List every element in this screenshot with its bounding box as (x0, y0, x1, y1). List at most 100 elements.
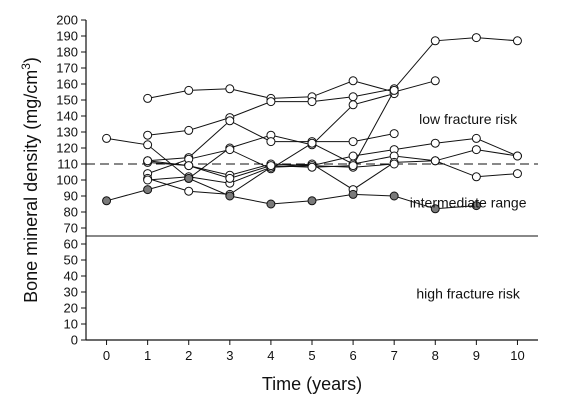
series-2 (143, 33, 522, 140)
y-tick-label: 130 (56, 125, 78, 140)
open-data-point (471, 145, 481, 155)
y-tick-label: 0 (71, 333, 78, 348)
y-tick-label: 150 (56, 93, 78, 108)
open-data-point (225, 173, 235, 183)
open-data-point (348, 137, 358, 147)
open-data-point (430, 138, 440, 148)
open-data-point (348, 151, 358, 161)
open-data-point (184, 85, 194, 95)
open-data-point (143, 156, 153, 166)
open-data-point (430, 76, 440, 86)
series-line (147, 37, 518, 136)
open-data-point (430, 36, 440, 46)
x-tick-label: 2 (185, 348, 192, 363)
x-tick-label: 9 (473, 348, 480, 363)
open-data-point (389, 159, 399, 169)
axes: 0102030405060708090100110120130140150160… (56, 13, 538, 363)
open-data-point (102, 133, 112, 143)
x-tick-label: 6 (349, 348, 356, 363)
open-data-point (184, 186, 194, 196)
y-tick-label: 110 (57, 157, 78, 172)
series-line (106, 177, 477, 210)
y-tick-label: 40 (64, 269, 78, 284)
x-axis-label: Time (years) (262, 374, 362, 394)
open-data-point (348, 100, 358, 110)
open-data-point (225, 84, 235, 94)
y-tick-label: 140 (56, 109, 78, 124)
open-data-point (348, 76, 358, 86)
series-4 (143, 116, 399, 166)
filled-data-point (184, 173, 194, 183)
open-data-point (266, 97, 276, 107)
filled-data-point (102, 196, 112, 206)
filled-data-point (348, 189, 358, 199)
y-tick-label: 60 (64, 237, 78, 252)
y-tick-label: 180 (56, 45, 78, 60)
y-tick-label: 120 (56, 141, 78, 156)
series-line (106, 93, 395, 180)
y-tick-label: 10 (64, 317, 78, 332)
region-label: intermediate range (410, 194, 527, 210)
region-label: high fracture risk (416, 286, 520, 302)
series-line (147, 149, 518, 195)
open-data-point (266, 137, 276, 147)
open-data-point (143, 175, 153, 185)
open-data-point (471, 33, 481, 43)
y-tick-label: 30 (64, 285, 78, 300)
x-tick-label: 10 (510, 348, 524, 363)
open-data-point (225, 145, 235, 155)
x-tick-label: 7 (391, 348, 398, 363)
open-data-point (307, 97, 317, 107)
y-tick-label: 100 (56, 173, 78, 188)
open-data-point (184, 161, 194, 171)
y-tick-label: 50 (64, 253, 78, 268)
y-axis-label: Bone mineral density (mg/cm3) (19, 57, 41, 303)
open-data-point (471, 133, 481, 143)
filled-data-point (430, 204, 440, 214)
x-tick-label: 5 (308, 348, 315, 363)
filled-data-point (471, 201, 481, 211)
y-tick-label: 90 (64, 189, 78, 204)
y-tick-label: 170 (56, 61, 78, 76)
region-label: low fracture risk (419, 111, 518, 127)
filled-data-point (307, 196, 317, 206)
y-axis-label-close: ) (21, 57, 41, 63)
open-data-point (307, 138, 317, 148)
series-line (147, 137, 518, 176)
open-data-point (389, 129, 399, 139)
open-data-point (143, 140, 153, 150)
y-tick-label: 80 (64, 205, 78, 220)
open-data-point (225, 116, 235, 126)
y-tick-label: 190 (56, 29, 78, 44)
y-axis-label-superscript: 3 (19, 63, 33, 70)
data-series (102, 33, 522, 214)
open-data-point (471, 172, 481, 182)
open-data-point (143, 93, 153, 103)
y-tick-label: 20 (64, 301, 78, 316)
region-labels: low fracture risk intermediate range high … (410, 111, 527, 301)
open-data-point (307, 162, 317, 172)
open-data-point (512, 169, 522, 179)
open-data-point (184, 125, 194, 135)
open-data-point (512, 151, 522, 161)
series-10 (102, 173, 481, 214)
y-tick-label: 160 (56, 77, 78, 92)
filled-data-point (225, 191, 235, 201)
x-tick-label: 1 (144, 348, 151, 363)
y-tick-label: 70 (64, 221, 78, 236)
filled-data-point (143, 185, 153, 195)
x-tick-label: 0 (103, 348, 110, 363)
x-tick-label: 8 (432, 348, 439, 363)
y-axis-label-main: Bone mineral density (mg/cm (21, 70, 41, 303)
open-data-point (430, 156, 440, 166)
open-data-point (389, 85, 399, 95)
filled-data-point (266, 199, 276, 209)
open-data-point (266, 161, 276, 171)
series-6 (143, 138, 522, 182)
open-data-point (143, 130, 153, 140)
open-data-point (512, 36, 522, 46)
filled-data-point (389, 191, 399, 201)
series-9 (143, 85, 399, 183)
y-tick-label: 200 (56, 13, 78, 28)
